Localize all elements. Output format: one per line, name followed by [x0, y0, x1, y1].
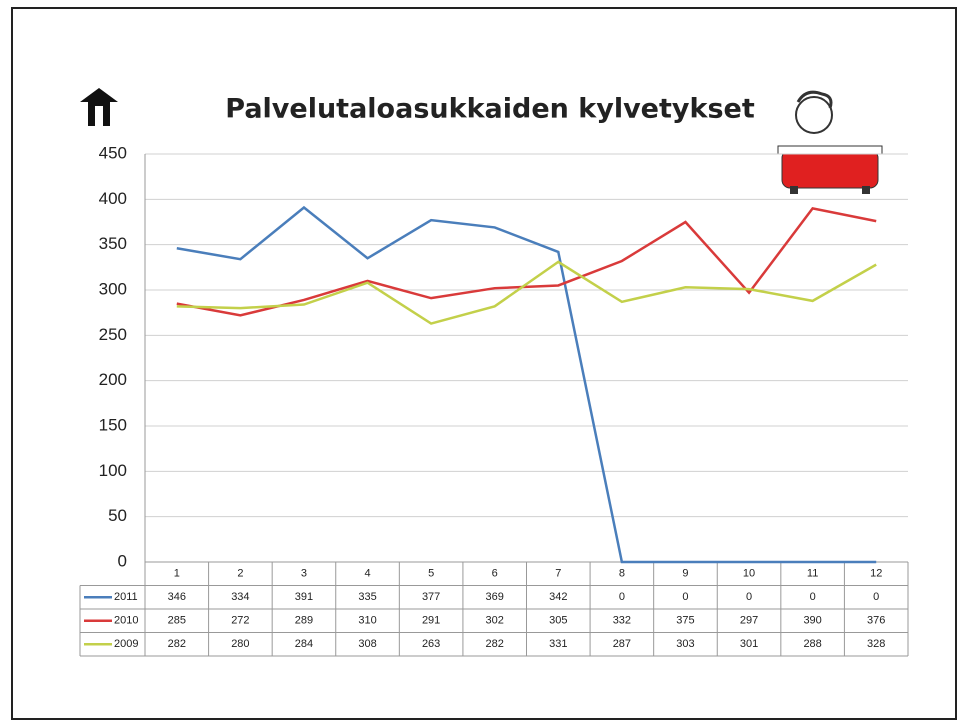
y-tick-label: 450 [99, 143, 127, 162]
x-tick-label: 1 [174, 568, 180, 580]
x-tick-label: 7 [555, 568, 561, 580]
table-value: 303 [676, 638, 694, 650]
x-tick-label: 12 [870, 568, 882, 580]
legend-label: 2009 [114, 638, 138, 650]
table-value: 285 [168, 615, 186, 627]
y-tick-label: 150 [99, 415, 127, 434]
x-tick-label: 2 [237, 568, 243, 580]
x-tick-label: 3 [301, 568, 307, 580]
table-value: 302 [486, 615, 504, 627]
table-value: 369 [486, 591, 504, 603]
table-value: 0 [682, 591, 688, 603]
table-value: 291 [422, 615, 440, 627]
table-value: 284 [295, 638, 313, 650]
table-value: 328 [867, 638, 885, 650]
table-value: 334 [231, 591, 249, 603]
table-value: 0 [810, 591, 816, 603]
table-value: 335 [358, 591, 376, 603]
x-tick-label: 8 [619, 568, 625, 580]
x-tick-label: 11 [807, 568, 818, 580]
table-value: 308 [358, 638, 376, 650]
legend-label: 2010 [114, 615, 138, 627]
y-tick-label: 0 [118, 551, 127, 570]
x-tick-label: 10 [743, 568, 755, 580]
table-value: 375 [676, 615, 694, 627]
chart: Palvelutaloasukkaiden kylvetykset 050100… [0, 0, 958, 721]
y-tick-label: 250 [99, 325, 127, 344]
table-value: 390 [803, 615, 821, 627]
x-tick-label: 6 [492, 568, 498, 580]
series-line [177, 207, 876, 562]
y-tick-label: 350 [99, 234, 127, 253]
table-value: 376 [867, 615, 885, 627]
table-value: 342 [549, 591, 567, 603]
table-value: 346 [168, 591, 186, 603]
y-tick-label: 50 [108, 506, 127, 525]
x-tick-label: 4 [364, 568, 370, 580]
table-value: 288 [803, 638, 821, 650]
legend-label: 2011 [114, 591, 138, 603]
y-tick-label: 100 [99, 461, 127, 480]
table-value: 391 [295, 591, 313, 603]
table-value: 332 [613, 615, 631, 627]
page: {"chart_data": {"type": "line", "title":… [0, 0, 958, 721]
table-value: 287 [613, 638, 631, 650]
y-tick-label: 300 [99, 279, 127, 298]
y-tick-label: 200 [99, 370, 127, 389]
logo [80, 88, 118, 126]
table-value: 0 [619, 591, 625, 603]
table-value: 0 [746, 591, 752, 603]
table-value: 301 [740, 638, 758, 650]
bathtub-illustration [778, 92, 882, 194]
table-value: 263 [422, 638, 440, 650]
table-value: 377 [422, 591, 440, 603]
x-tick-label: 9 [682, 568, 688, 580]
table-value: 305 [549, 615, 567, 627]
table-value: 331 [549, 638, 567, 650]
series-line [177, 262, 876, 324]
table-value: 282 [486, 638, 504, 650]
table-value: 272 [231, 615, 249, 627]
table-value: 310 [358, 615, 376, 627]
table-value: 0 [873, 591, 879, 603]
x-tick-label: 5 [428, 568, 434, 580]
chart-title: Palvelutaloasukkaiden kylvetykset [225, 94, 755, 125]
table-value: 282 [168, 638, 186, 650]
table-value: 297 [740, 615, 758, 627]
table-value: 289 [295, 615, 313, 627]
y-tick-label: 400 [99, 189, 127, 208]
table-value: 280 [231, 638, 249, 650]
